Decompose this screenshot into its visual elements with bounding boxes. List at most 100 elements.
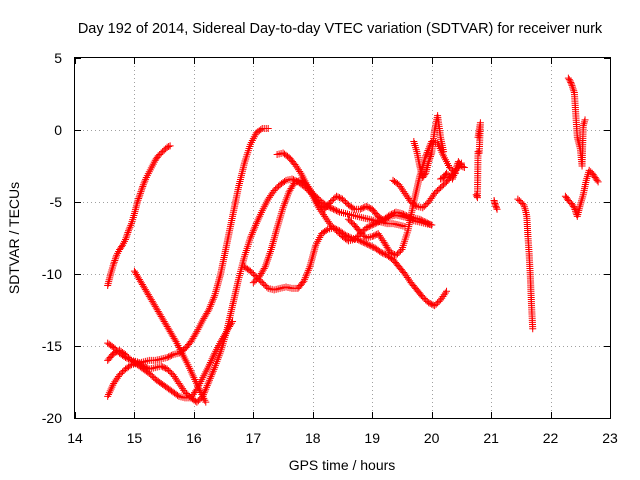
data-point [303,270,311,278]
data-point [140,179,148,187]
data-point [379,216,387,224]
data-point [593,176,601,184]
data-point [431,302,439,310]
data-point [136,189,144,197]
data-point [154,152,162,160]
series-arc-15 [514,195,537,333]
data-point [389,210,397,218]
data-point [209,295,217,303]
data-point [261,282,269,290]
data-point [594,178,602,186]
data-point [419,204,427,212]
data-point [370,243,378,251]
x-tick-label: 17 [246,430,262,446]
data-point [422,296,430,304]
data-point [333,227,341,235]
series-arc-1 [104,142,174,290]
data-point [427,151,435,159]
data-point [492,204,500,212]
data-point [364,223,372,231]
data-point [192,329,200,337]
data-point [472,191,480,199]
data-point [330,205,338,213]
data-point [210,293,218,301]
data-point [125,355,132,363]
data-point [205,304,213,312]
data-point [156,150,164,158]
data-point [440,148,448,156]
data-point [529,325,537,333]
data-point [258,279,266,287]
data-point [117,369,125,377]
data-point [422,152,430,160]
data-point [135,195,143,203]
data-point [380,250,388,258]
data-point [125,227,132,235]
data-point [123,354,131,362]
data-point [359,231,367,239]
data-point [251,277,259,285]
data-point [448,175,456,183]
data-point [288,175,296,183]
data-point [206,374,214,382]
data-point [334,193,342,201]
data-point [419,293,427,301]
data-point [358,238,366,246]
data-point [133,198,141,206]
data-point [127,221,135,229]
data-point [111,256,119,264]
y-tick-label: 5 [54,50,62,66]
data-point [272,185,280,193]
data-point [444,171,452,179]
data-point [399,210,407,218]
data-point [248,269,256,277]
data-point [174,391,182,399]
series-arc-8 [273,149,436,245]
series-arc-16 [561,166,602,220]
data-point [336,230,344,238]
data-point [350,235,358,243]
data-point [420,294,428,302]
data-point [301,274,309,282]
data-point [441,289,449,297]
data-point [208,371,216,379]
data-point [134,196,142,204]
y-tick-label: -15 [42,338,62,354]
data-point [126,362,134,370]
data-point [205,306,213,314]
data-point [386,248,394,256]
data-point [423,219,431,227]
y-tick-label: -5 [50,194,63,210]
data-point [122,235,130,243]
data-point [440,181,448,189]
data-point [251,223,259,231]
data-point [362,224,370,232]
data-point [580,120,588,128]
data-point [168,351,176,359]
data-point [493,205,501,213]
data-point [302,272,310,280]
data-point [356,237,364,245]
data-point [564,197,572,205]
data-point [328,204,336,212]
data-point [432,188,440,196]
data-point [331,206,339,214]
data-point [110,343,118,351]
data-point [208,299,216,307]
data-point [141,363,149,371]
data-point [135,193,143,201]
data-point [141,177,149,185]
data-point [203,382,211,390]
data-point [434,299,442,307]
data-point [515,197,523,205]
data-point [344,215,352,223]
data-point [569,202,577,210]
data-point [249,270,257,278]
data-point [566,77,574,85]
data-point [377,217,385,225]
data-point [376,247,384,255]
data-point [379,249,387,257]
data-point [451,168,459,176]
data-point [246,234,254,242]
data-point [402,212,410,220]
